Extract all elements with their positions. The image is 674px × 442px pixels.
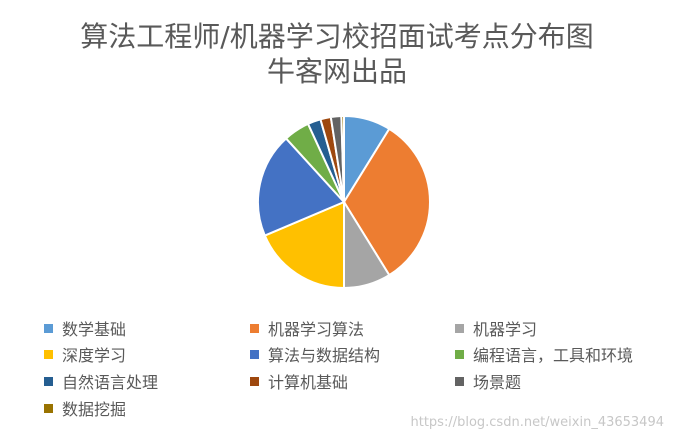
chart-title: 算法工程师/机器学习校招面试考点分布图 — [80, 20, 594, 53]
legend-label: 计算机基础 — [268, 373, 349, 392]
legend-swatch — [250, 376, 259, 386]
legend-label: 自然语言处理 — [62, 373, 159, 392]
watermark: https://blog.csdn.net/weixin_43653494 — [410, 415, 664, 430]
legend-swatch — [44, 403, 53, 413]
legend-item: 机器学习 — [455, 317, 537, 339]
legend-item: 算法与数据结构 — [250, 343, 380, 365]
legend-swatch — [455, 323, 464, 333]
legend-swatch — [44, 376, 53, 386]
legend-swatch — [250, 349, 259, 359]
legend-swatch — [250, 323, 259, 333]
legend-item: 深度学习 — [44, 343, 126, 365]
legend-swatch — [455, 349, 464, 359]
legend-item: 计算机基础 — [250, 370, 348, 392]
legend-swatch — [455, 376, 464, 386]
legend-item: 数据挖掘 — [44, 397, 126, 419]
legend-swatch — [44, 349, 53, 359]
legend-label: 场景题 — [473, 373, 522, 392]
pie-slice-2 — [342, 127, 431, 277]
pie-slice-5 — [257, 137, 346, 237]
legend-label: 数学基础 — [62, 320, 127, 339]
legend-label: 机器学习 — [473, 320, 538, 339]
legend-label: 深度学习 — [62, 346, 127, 365]
legend-label: 机器学习算法 — [268, 320, 365, 339]
legend-item: 数学基础 — [44, 317, 126, 339]
legend-item: 编程语言，工具和环境 — [455, 343, 633, 365]
legend-item: 自然语言处理 — [44, 370, 158, 392]
chart-subtitle: 牛客网出品 — [266, 55, 407, 88]
legend-swatch — [44, 323, 53, 333]
pie-slice-10 — [340, 114, 345, 203]
legend-label: 数据挖掘 — [62, 400, 127, 419]
legend-item: 场景题 — [455, 370, 521, 392]
legend-label: 编程语言，工具和环境 — [473, 346, 634, 365]
legend-item: 机器学习算法 — [250, 317, 364, 339]
legend-label: 算法与数据结构 — [268, 346, 381, 365]
pie-slice-4 — [263, 200, 345, 290]
